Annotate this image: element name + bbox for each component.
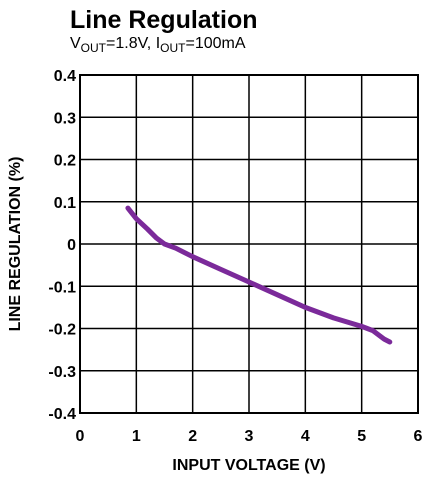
grid [79, 74, 419, 414]
x-tick-label: 2 [188, 428, 197, 445]
x-tick-label: 1 [132, 428, 141, 445]
subtitle-part: V [70, 35, 81, 52]
y-tick-label: 0.2 [54, 153, 76, 170]
y-tick-label: -0.3 [48, 364, 76, 381]
y-tick-label: -0.1 [48, 279, 76, 296]
y-axis-label: LINE REGULATION (%) [7, 157, 24, 332]
y-tick-labels: 0.4 0.3 0.2 0.1 0 -0.1 -0.2 -0.3 -0.4 [48, 68, 76, 423]
y-tick-label: -0.2 [48, 322, 76, 339]
y-tick-label: 0 [67, 237, 76, 254]
subtitle-part: OUT [160, 41, 186, 55]
x-tick-label: 3 [245, 428, 254, 445]
subtitle-part: =100mA [185, 35, 245, 52]
y-tick-label: 0.4 [54, 68, 76, 85]
subtitle-part: =1.8V, I [106, 35, 160, 52]
plot-frame [79, 74, 419, 414]
x-tick-labels: 0 1 2 3 4 5 6 [76, 428, 423, 445]
chart-title: Line Regulation [70, 6, 258, 34]
x-tick-label: 0 [76, 428, 85, 445]
y-tick-label: 0.1 [54, 195, 76, 212]
subtitle-part: OUT [81, 41, 107, 55]
series-line [125, 205, 393, 345]
chart-subtitle: VOUT=1.8V, IOUT=100mA [70, 35, 246, 55]
x-axis-label: INPUT VOLTAGE (V) [172, 457, 325, 474]
x-tick-label: 6 [414, 428, 423, 445]
x-tick-label: 5 [357, 428, 366, 445]
y-tick-label: -0.4 [48, 406, 76, 423]
x-tick-label: 4 [301, 428, 310, 445]
y-tick-label: 0.3 [54, 110, 76, 127]
